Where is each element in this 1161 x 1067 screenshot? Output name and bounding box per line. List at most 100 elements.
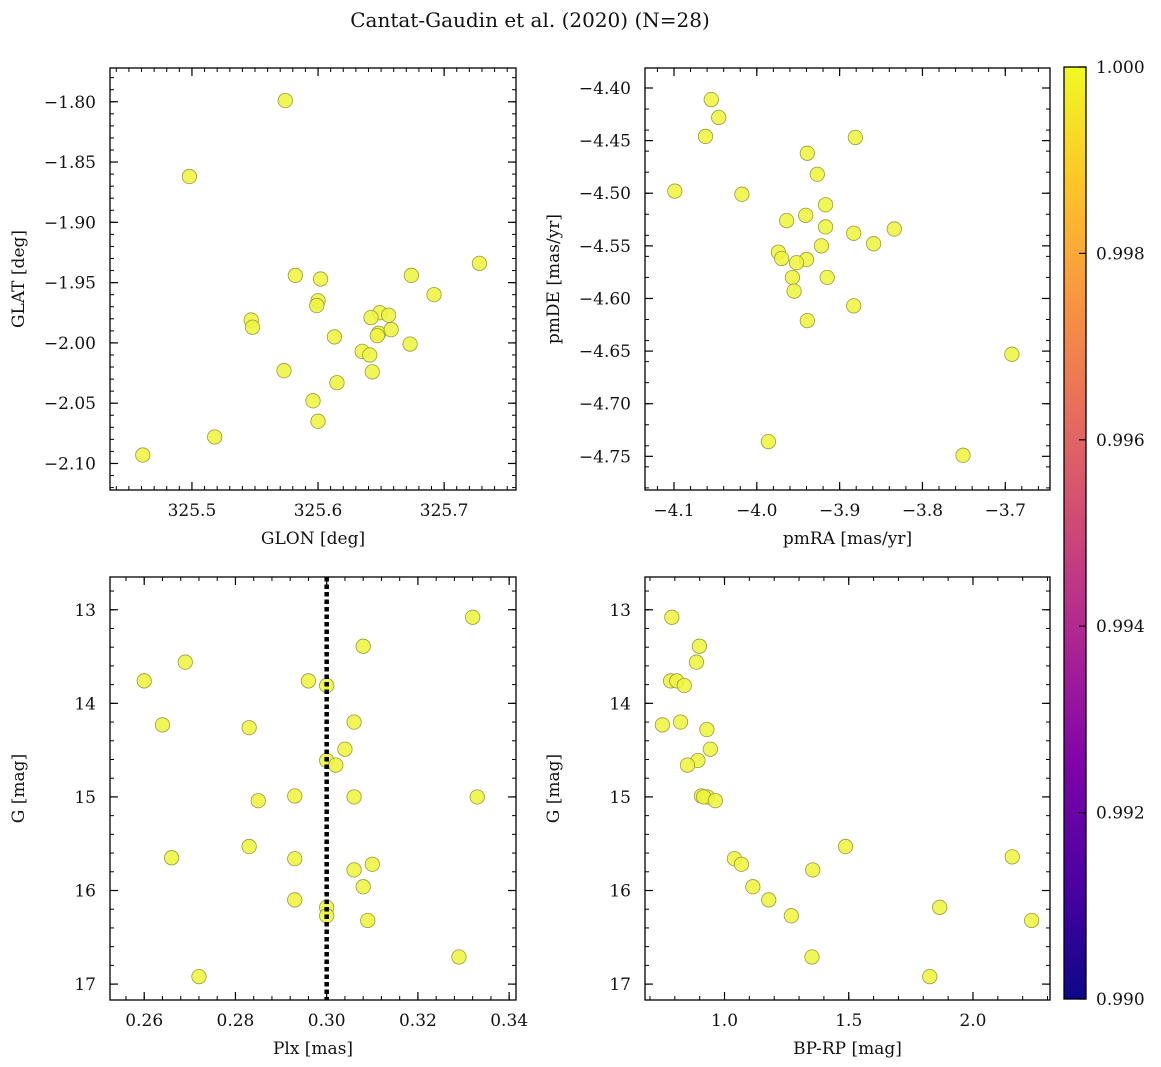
axes-frame	[644, 67, 1051, 491]
data-point	[703, 91, 719, 108]
data-point	[1024, 912, 1040, 929]
y-tick-label: 17	[74, 975, 96, 995]
y-tick-label: −1.80	[44, 93, 96, 113]
data-point	[207, 429, 223, 445]
colorbar-frame	[1063, 66, 1087, 1000]
y-tick-label: 13	[609, 601, 631, 621]
data-point	[760, 433, 777, 450]
y-tick-label: 16	[609, 882, 631, 902]
data-point	[364, 364, 380, 380]
data-point	[369, 328, 385, 344]
data-point	[679, 757, 696, 773]
data-point	[955, 447, 971, 463]
data-point	[809, 166, 825, 182]
x-tick-label: 2.0	[959, 1011, 986, 1031]
data-point	[135, 447, 151, 463]
y-tick-label: 15	[609, 788, 631, 808]
data-point	[1004, 849, 1020, 865]
data-point	[784, 269, 801, 286]
y-axis-label: pmDE [mas/yr]	[544, 214, 564, 344]
data-point	[287, 892, 303, 908]
y-tick-label: −4.45	[579, 132, 631, 152]
data-point	[310, 413, 326, 429]
colorbar-tick-label: 0.998	[1096, 244, 1145, 264]
figure-title: Cantat-Gaudin et al. (2020) (N=28)	[350, 8, 710, 32]
data-point	[922, 969, 938, 985]
colorbar: 0.990 0.992 0.994 0.996 0.998 1.000	[1063, 58, 1145, 1010]
data-point	[346, 789, 362, 805]
data-point	[177, 654, 193, 670]
x-tick-label: 325.6	[294, 501, 343, 521]
data-point	[244, 319, 261, 335]
y-tick-label: −4.60	[579, 289, 631, 309]
data-point	[305, 393, 321, 409]
data-point	[241, 720, 257, 736]
data-point	[886, 221, 902, 237]
y-tick-label: −4.65	[579, 342, 631, 362]
data-point	[707, 793, 723, 809]
x-tick-label: −3.7	[985, 501, 1026, 521]
y-tick-label: −2.10	[44, 454, 96, 474]
x-tick-label: 0.30	[308, 1011, 346, 1031]
y-tick-label: −4.70	[579, 395, 631, 415]
y-axis-label: GLAT [deg]	[9, 230, 29, 328]
data-point	[711, 109, 727, 126]
x-tick-label: −3.8	[902, 501, 943, 521]
data-point	[329, 375, 345, 391]
y-tick-label: −4.40	[579, 79, 631, 99]
y-tick-label: 14	[74, 694, 96, 714]
x-tick-label: 0.26	[125, 1011, 163, 1031]
data-point	[136, 673, 152, 689]
panel-plx-g: 0.26 0.28 0.30 0.32 0.34 13 14 15 16 17 Plx [mas] G…	[9, 576, 528, 1059]
data-point	[798, 207, 814, 223]
y-tick-label: −1.90	[44, 213, 96, 233]
data-point	[799, 312, 815, 329]
x-tick-label: 0.28	[217, 1011, 255, 1031]
data-point	[191, 969, 207, 985]
data-point	[328, 757, 344, 773]
data-point	[469, 789, 485, 805]
data-point	[667, 183, 683, 199]
data-point	[846, 225, 862, 241]
y-tick-label: 13	[74, 601, 96, 621]
data-point	[733, 856, 750, 872]
data-point	[465, 609, 481, 625]
data-point	[471, 255, 488, 271]
data-point	[362, 347, 378, 363]
y-tick-label: 14	[609, 694, 631, 714]
y-tick-label: −2.00	[44, 334, 96, 354]
data-point	[337, 741, 353, 757]
data-point	[786, 283, 802, 299]
data-point	[451, 949, 467, 965]
data-point	[865, 236, 882, 252]
data-point	[804, 949, 820, 965]
x-tick-label: 325.5	[168, 501, 217, 521]
data-point	[761, 892, 777, 908]
data-point	[326, 329, 343, 345]
colorbar-gradient	[1064, 67, 1086, 999]
y-tick-label: 15	[74, 788, 96, 808]
colorbar-tick-label: 0.996	[1096, 431, 1145, 451]
x-tick-label: −4.1	[653, 501, 694, 521]
data-point	[426, 287, 442, 303]
data-point	[300, 673, 317, 689]
data-point	[346, 862, 362, 878]
x-tick-label: −4.0	[736, 501, 777, 521]
data-point	[783, 908, 799, 924]
data-point	[163, 850, 180, 866]
data-point	[309, 297, 325, 314]
data-point	[847, 129, 863, 146]
data-point	[819, 269, 835, 286]
x-tick-label: 1.5	[835, 1011, 862, 1031]
y-tick-label: −1.95	[44, 274, 96, 294]
data-point	[788, 255, 805, 271]
data-point	[363, 309, 379, 326]
colorbar-tick-label: 0.994	[1096, 617, 1145, 637]
y-tick-label: 16	[74, 882, 96, 902]
data-point	[745, 879, 761, 895]
data-point	[312, 271, 329, 287]
colorbar-tick-label: 1.000	[1096, 58, 1145, 78]
data-point	[364, 856, 380, 872]
data-point	[805, 862, 821, 878]
data-point	[691, 638, 708, 654]
